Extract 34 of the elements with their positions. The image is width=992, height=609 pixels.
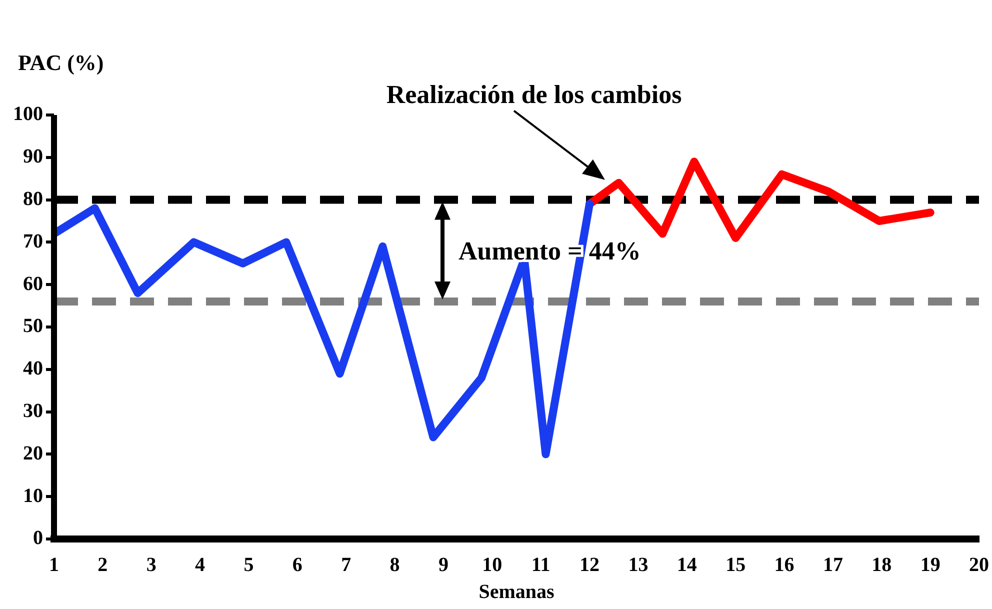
x-tick-label: 17 <box>822 554 843 576</box>
x-tick-label: 4 <box>195 554 206 576</box>
y-axis-title: PAC (%) <box>18 50 104 75</box>
x-tick-label: 15 <box>726 554 746 576</box>
y-tick-label: 90 <box>23 146 43 168</box>
x-tick-label: 20 <box>969 554 989 576</box>
x-tick-label: 7 <box>341 554 352 576</box>
x-tick-label: 12 <box>580 554 600 576</box>
x-tick-label: 5 <box>244 554 254 576</box>
annotation: Realización de los cambios <box>386 80 682 109</box>
x-tick-label: 14 <box>676 554 697 576</box>
y-tick-label: 100 <box>13 103 43 126</box>
x-tick-label: 10 <box>482 554 502 576</box>
x-tick-label: 13 <box>628 554 648 576</box>
x-tick-label: 8 <box>390 554 400 576</box>
y-tick-label: 10 <box>23 484 43 507</box>
y-tick-label: 40 <box>23 358 43 380</box>
x-tick-label: 16 <box>774 554 794 576</box>
x-tick-label: 19 <box>920 554 940 576</box>
x-tick-label: 3 <box>146 554 156 576</box>
x-tick-label: 18 <box>872 554 892 576</box>
y-tick-label: 70 <box>23 230 43 252</box>
x-tick-label: 9 <box>438 554 448 576</box>
x-axis-title: Semanas <box>478 581 554 604</box>
x-tick-label: 2 <box>98 554 108 576</box>
x-tick-label: 6 <box>292 554 302 576</box>
y-tick-label: 30 <box>23 400 43 422</box>
y-tick-label: 60 <box>23 272 43 295</box>
y-tick-label: 50 <box>23 315 43 338</box>
y-tick-label: 0 <box>33 527 43 550</box>
y-tick-label: 80 <box>23 188 43 210</box>
x-tick-label: 1 <box>49 554 59 576</box>
x-tick-label: 11 <box>531 554 550 576</box>
y-tick-label: 20 <box>23 442 43 464</box>
